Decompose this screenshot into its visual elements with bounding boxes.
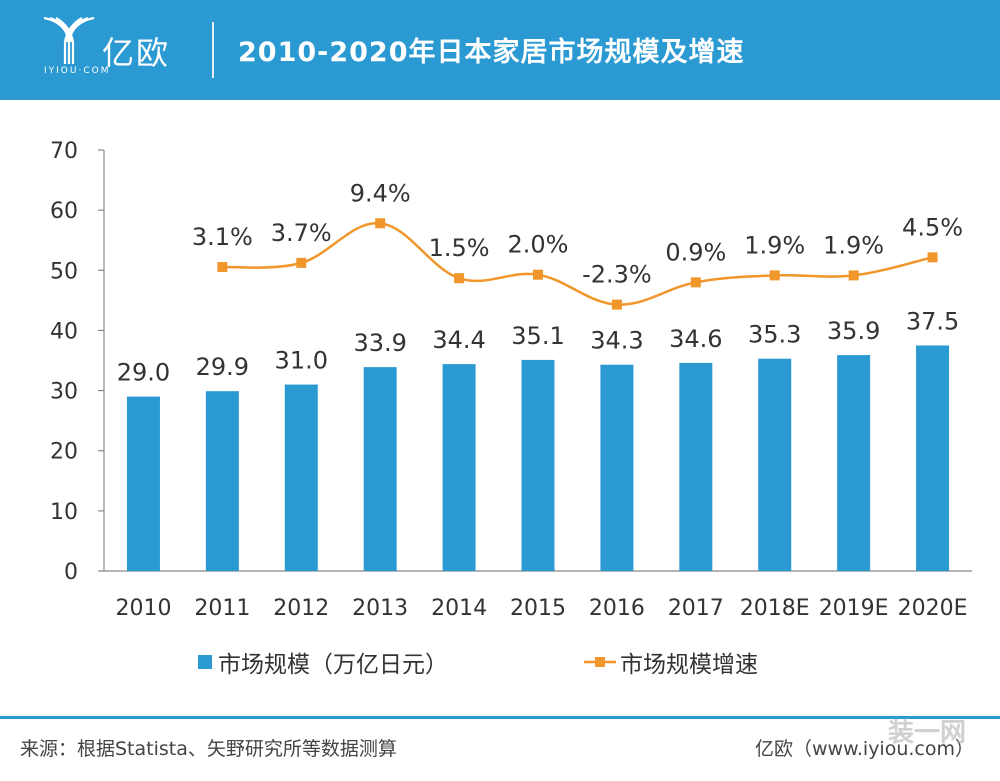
brand-name: 亿欧 <box>102 34 171 72</box>
x-tick-label: 2018E <box>740 596 810 621</box>
chart-area: 0 10 20 30 40 50 60 70 29.0 29.9 31.0 33.9 34.4 35.1… <box>50 139 972 621</box>
y-tick-label: 70 <box>50 139 78 164</box>
growth-point <box>296 257 307 268</box>
brand-subtext: IYIOU·COM <box>44 66 111 76</box>
bar-value-label: 35.9 <box>827 317 880 345</box>
legend-line-label: 市场规模增速 <box>620 652 758 678</box>
source-note: 来源：根据Statista、矢野研究所等数据测算 <box>20 738 397 760</box>
bar-value-label: 29.0 <box>117 359 170 387</box>
bar-value-label: 33.9 <box>353 329 406 357</box>
x-tick-label: 2013 <box>352 596 408 621</box>
growth-value-label: 4.5% <box>902 213 963 241</box>
growth-point <box>769 270 780 281</box>
x-tick-label: 2017 <box>668 596 724 621</box>
x-tick-label: 2019E <box>819 596 889 621</box>
legend-bar-label: 市场规模（万亿日元） <box>218 652 448 678</box>
y-tick-label: 0 <box>64 560 78 585</box>
bar <box>758 358 792 571</box>
bar-value-label: 35.3 <box>748 321 801 349</box>
growth-line <box>222 222 933 306</box>
bar <box>679 362 713 571</box>
legend-line-swatch <box>584 657 616 667</box>
bar-value-label: 34.3 <box>590 327 643 355</box>
x-tick-label: 2011 <box>194 596 250 621</box>
x-tick-label: 2015 <box>510 596 566 621</box>
growth-point <box>217 262 228 273</box>
growth-point <box>611 299 622 310</box>
growth-point <box>927 252 938 263</box>
watermark: 装一网 <box>888 718 967 748</box>
brand-logo: 亿欧 IYIOU·COM <box>40 14 200 86</box>
chart-title: 2010-2020年日本家居市场规模及增速 <box>238 37 745 68</box>
growth-value-label: 3.7% <box>271 219 332 247</box>
x-tick-label: 2010 <box>115 596 171 621</box>
growth-point <box>375 218 386 229</box>
growth-point <box>848 270 859 281</box>
growth-value-label: 3.1% <box>192 223 253 251</box>
growth-value-label: 1.9% <box>744 231 805 259</box>
growth-value-label: 2.0% <box>508 231 569 259</box>
logo-icon <box>43 16 95 64</box>
x-tick-label: 2016 <box>589 596 645 621</box>
growth-value-label: 0.9% <box>665 238 726 266</box>
bar <box>126 396 160 571</box>
bar <box>600 364 634 571</box>
bar <box>837 355 871 571</box>
growth-point <box>690 277 701 288</box>
y-tick-label: 30 <box>50 380 78 405</box>
bar <box>205 391 239 571</box>
y-tick-label: 40 <box>50 319 78 344</box>
legend-bar-swatch <box>198 655 212 669</box>
growth-point <box>533 269 543 280</box>
x-tick-label: 2014 <box>431 596 487 621</box>
bar <box>521 359 555 571</box>
bar <box>916 345 950 571</box>
growth-value-label: 9.4% <box>350 179 411 207</box>
footer-brand: 亿欧（www.iyiou.com） <box>755 738 975 760</box>
growth-value-label: 1.9% <box>823 231 884 259</box>
y-tick-label: 10 <box>50 500 78 525</box>
header-divider <box>212 22 214 78</box>
growth-point <box>454 273 465 284</box>
bar <box>442 364 476 571</box>
bar-value-label: 34.6 <box>669 325 722 353</box>
y-tick-label: 20 <box>50 440 78 465</box>
footer-rule <box>0 716 1000 719</box>
bar-value-label: 34.4 <box>432 326 485 354</box>
growth-value-label: 1.5% <box>429 234 490 262</box>
bar <box>284 384 318 571</box>
bar-value-label: 29.9 <box>196 353 249 381</box>
x-tick-label: 2012 <box>273 596 329 621</box>
bar-value-label: 31.0 <box>275 347 328 375</box>
bar-value-label: 37.5 <box>906 307 959 335</box>
y-tick-label: 60 <box>50 199 78 224</box>
growth-value-label: -2.3% <box>582 261 652 289</box>
bar <box>363 367 397 571</box>
x-tick-label: 2020E <box>898 596 968 621</box>
bar-value-label: 35.1 <box>511 322 564 350</box>
y-tick-label: 50 <box>50 259 78 284</box>
header-banner: 亿欧 IYIOU·COM 2010-2020年日本家居市场规模及增速 <box>0 0 1000 100</box>
